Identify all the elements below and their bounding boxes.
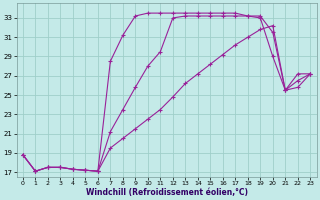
X-axis label: Windchill (Refroidissement éolien,°C): Windchill (Refroidissement éolien,°C) xyxy=(85,188,248,197)
